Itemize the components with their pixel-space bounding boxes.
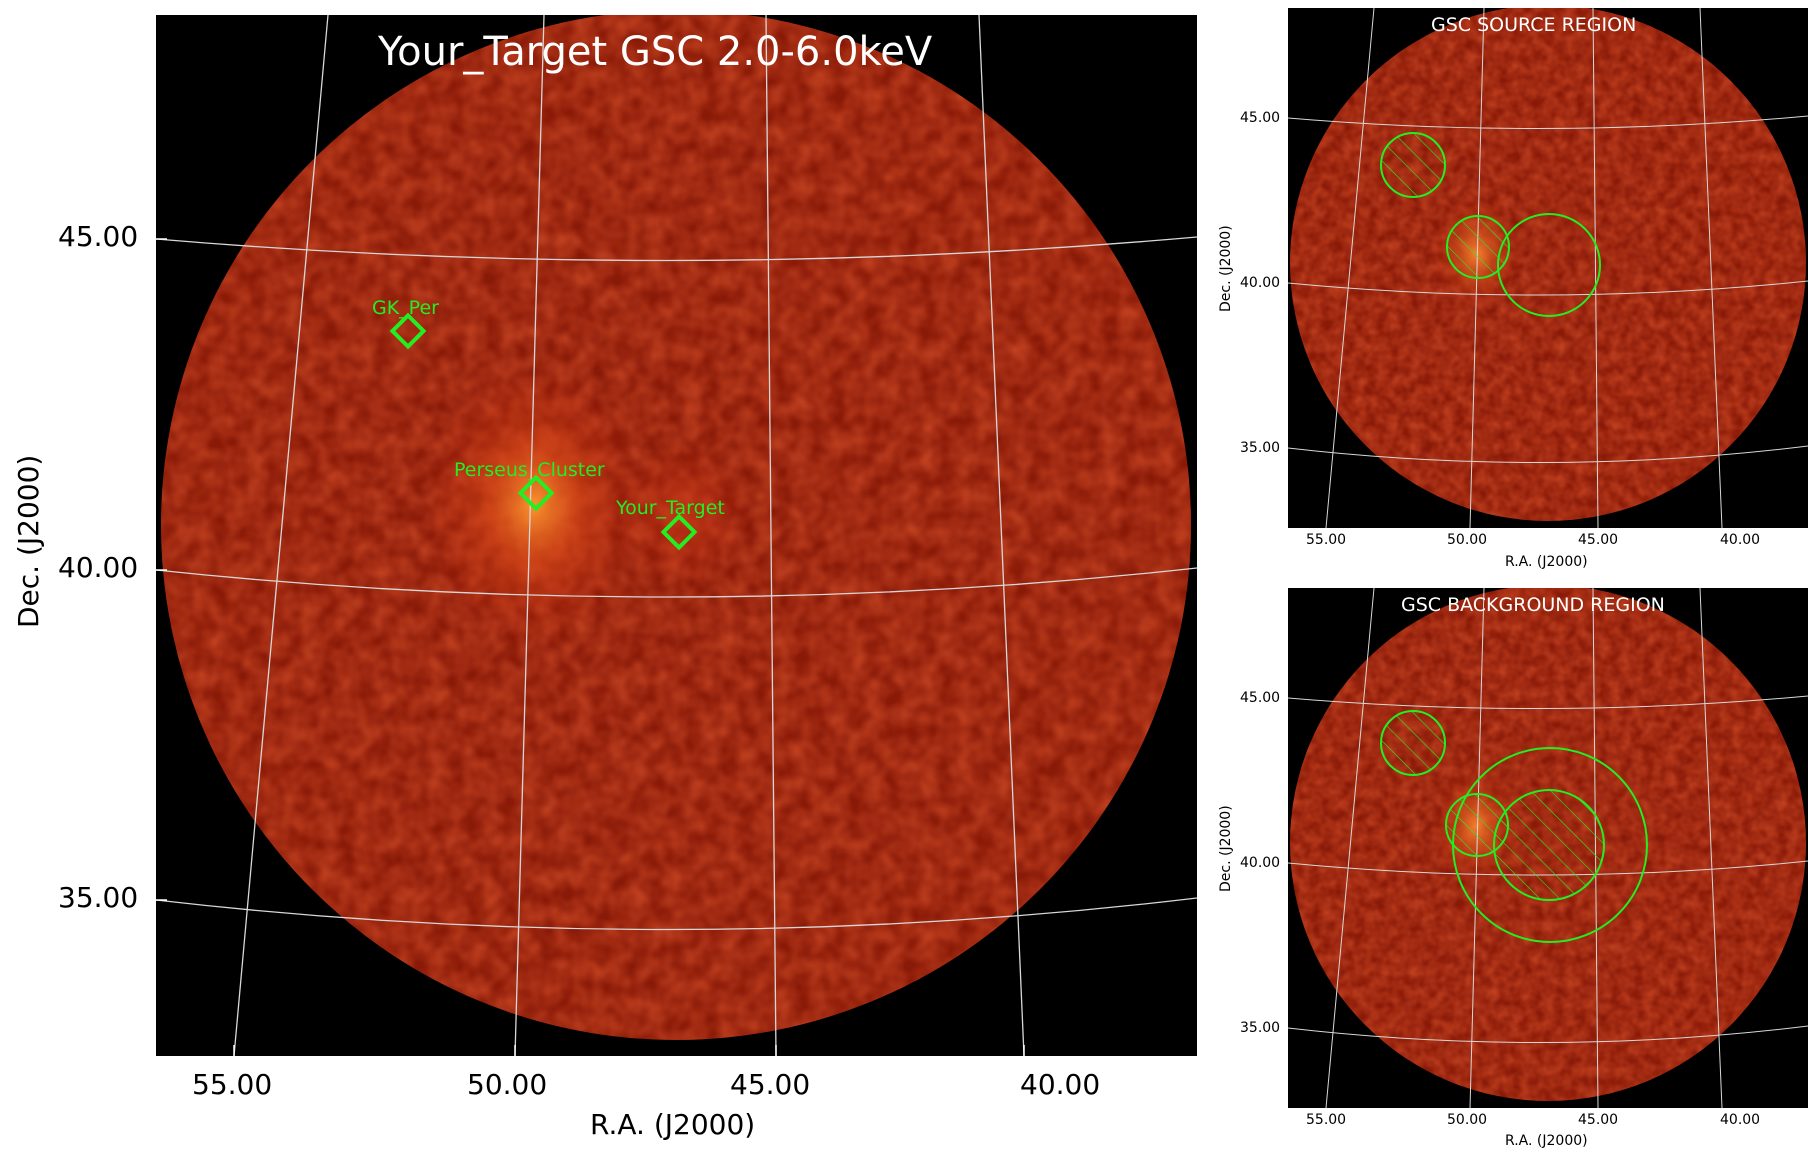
frame-ticks <box>156 238 1025 1056</box>
bkg-xlabel: R.A. (J2000) <box>1505 1133 1588 1149</box>
background-regions <box>1380 710 1648 943</box>
excluded-region-gk-per <box>1380 710 1446 776</box>
main-xtick-45: 45.00 <box>730 1068 811 1101</box>
src-ytick-35: 35.00 <box>1240 440 1281 456</box>
src-xtick-45: 45.00 <box>1578 532 1619 548</box>
bkg-ytick-40: 40.00 <box>1240 855 1281 871</box>
source-panel-title: GSC SOURCE REGION <box>1431 14 1637 36</box>
gk-per-marker <box>389 312 427 350</box>
bkg-xtick-45: 45.00 <box>1578 1112 1619 1128</box>
main-xtick-40: 40.00 <box>1020 1068 1101 1101</box>
your-target-label: Your_Target <box>616 497 725 519</box>
perseus-cluster-label: Perseus_Cluster <box>454 459 605 481</box>
gk-per-label: GK_Per <box>372 297 439 319</box>
main-ytick-35: 35.00 <box>58 881 139 914</box>
background-region-image <box>1288 588 1808 1108</box>
excluded-region-target <box>1493 789 1605 901</box>
source-region-panel: GSC SOURCE REGION <box>1288 8 1808 528</box>
src-xlabel: R.A. (J2000) <box>1505 554 1588 570</box>
bkg-xtick-40: 40.00 <box>1720 1112 1761 1128</box>
coordinate-grid <box>156 15 1197 1056</box>
bkg-xtick-55: 55.00 <box>1306 1112 1347 1128</box>
background-panel-title: GSC BACKGROUND REGION <box>1401 594 1665 616</box>
main-ytick-45: 45.00 <box>58 220 139 253</box>
main-xtick-50: 50.00 <box>467 1068 548 1101</box>
source-region-image <box>1288 8 1808 528</box>
src-ytick-45: 45.00 <box>1240 110 1281 126</box>
src-xtick-40: 40.00 <box>1720 532 1761 548</box>
bkg-ytick-35: 35.00 <box>1240 1020 1281 1036</box>
main-ytick-40: 40.00 <box>58 551 139 584</box>
main-sky-image <box>156 15 1197 1056</box>
main-ylabel: Dec. (J2000) <box>12 454 45 628</box>
source-extraction-circle <box>1497 213 1601 317</box>
bkg-xtick-50: 50.00 <box>1447 1112 1488 1128</box>
background-region-panel: GSC BACKGROUND REGION <box>1288 588 1808 1108</box>
main-title: Your_Target GSC 2.0-6.0keV <box>378 29 933 75</box>
main-image-panel: Your_Target GSC 2.0-6.0keV GK_Per Perseu… <box>156 15 1197 1056</box>
source-regions <box>1380 132 1601 317</box>
bkg-ylabel: Dec. (J2000) <box>1218 805 1234 892</box>
src-ylabel: Dec. (J2000) <box>1218 225 1234 312</box>
bkg-ytick-45: 45.00 <box>1240 690 1281 706</box>
src-xtick-55: 55.00 <box>1306 532 1347 548</box>
target-emission <box>611 440 751 590</box>
src-xtick-50: 50.00 <box>1447 532 1488 548</box>
perseus-cluster-marker <box>517 474 555 512</box>
excluded-region-perseus <box>1446 215 1510 279</box>
main-xtick-55: 55.00 <box>192 1068 273 1101</box>
excluded-region-gk-per <box>1380 132 1446 198</box>
source-grid <box>1288 8 1808 528</box>
src-ytick-40: 40.00 <box>1240 275 1281 291</box>
main-xlabel: R.A. (J2000) <box>590 1108 756 1141</box>
background-annulus-circle <box>1452 747 1648 943</box>
your-target-marker <box>660 513 698 551</box>
